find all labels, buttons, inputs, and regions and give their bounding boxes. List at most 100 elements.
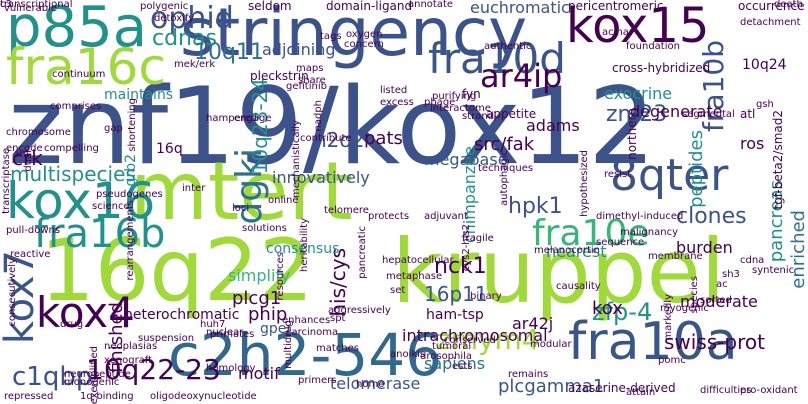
cloud-word-oxygen: oxygen [346,29,383,40]
cloud-word-euchromatic: euchromatic [470,0,570,17]
cloud-word-melanocortin: melanocortin [534,245,601,256]
cloud-word-concern: concern [344,39,384,50]
cloud-word-malignancy: malignancy [620,227,678,238]
cloud-word-exocrine: exocrine [604,84,673,103]
cloud-word-maps: maps [296,63,324,74]
cloud-word-pomc: pomc [658,355,686,366]
cloud-word-heritability: heritability [299,218,310,272]
cloud-word-multispecies: multispecies [10,162,136,186]
cloud-word-nck1: nck1 [434,254,487,279]
cloud-word-loci: loci [232,203,250,214]
cloud-word-ros: ros [740,134,765,153]
cloud-word-oligodeoxynucleotide: oligodeoxynucleotide [150,391,257,402]
cloud-word-excess: excess [380,97,414,108]
cloud-word-1q-binding: 1q-binding [80,391,134,402]
cloud-word-ophid: ophid [150,1,234,36]
cloud-word-gefitinib: gefitinib [286,81,327,92]
cloud-word-peptides: peptides [686,130,707,208]
cloud-word-ham-tsp: ham-tsp [426,307,484,323]
cloud-word-znf23: znf23 [606,102,668,127]
cloud-word-pericentromeric: pericentromeric [568,0,664,13]
cloud-word-annotate: annotate [408,0,454,10]
cloud-word-kruppel: kruppel [392,220,726,323]
cloud-word-telomerase: telomerase [330,374,421,393]
cloud-word-ests: ests [452,361,473,372]
cloud-word-phip: phip [248,304,288,325]
cloud-word-pull-downs: pull-downs [6,225,61,236]
cloud-word-c3: c3 [0,0,12,10]
cloud-word-pleckstrin: pleckstrin [250,69,309,83]
cloud-word-azaserine-derived: azaserine-derived [568,381,676,395]
cloud-word-interactome: interactome [430,103,491,114]
cloud-word-membrane: membrane [648,251,703,262]
cloud-word-inter: inter [182,183,206,194]
cloud-word-kox7: kox7 [0,250,43,345]
cloud-word-modular: modular [530,339,572,350]
cloud-word-remains: remains [508,369,549,380]
cloud-word-kox: kox [592,298,623,319]
cloud-word-moderate: moderate [680,292,758,311]
cloud-word-heterochromatic: heterochromatic [124,307,240,323]
cloud-word-phage: phage [424,97,456,108]
cloud-word-strand: strand [462,111,495,122]
cloud-word-rearrangements: rearrangements [125,200,136,281]
cloud-word-atl: atl [740,107,756,121]
cloud-word-intrachromosomal: intrachromosomal [402,326,548,345]
cloud-word-consensus: consensus [266,241,340,257]
cloud-word-occurrence: occurrence [738,0,805,13]
cloud-word-hpk1: hpk1 [508,194,563,219]
cloud-word-adjoining: adjoining [262,40,336,59]
cloud-word-gsh: gsh [756,99,774,110]
cloud-word-nuclear: nuclear [206,327,244,338]
cloud-word-znf19-kox12: znf19/kox12 [8,65,656,188]
cloud-word-fragile: fragile [462,233,494,244]
cloud-word-grb2: grb2 [123,154,139,187]
cloud-word-contribute: contribute [300,133,352,144]
cloud-word-c2h2-546: c2h2-546 [168,321,443,389]
cloud-word-sorted: sorted [700,295,732,306]
cloud-word-myogenic: myogenic [660,303,709,314]
cloud-word-share: share [298,75,326,86]
cloud-word-burden: burden [676,238,733,257]
cloud-word-online: online [268,195,299,206]
cloud-word-pro-oxidant: pro-oxidant [740,385,798,396]
cloud-word-megabase: megabase [424,150,508,169]
cloud-word-fra16b: fra16b [34,211,166,257]
cloud-word-pats: pats [364,128,403,149]
cloud-word-drug: drug [60,319,84,330]
cloud-word-telomere: telomere [324,205,369,216]
cloud-word-p85a: p85a [6,0,148,60]
cloud-word-10q23-24: 10q23-24 [248,78,272,175]
cloud-word-protects: protects [368,211,410,222]
cloud-word-attain: attain [626,387,656,398]
cloud-word-homo: homo [356,379,385,390]
cloud-word-plcgamma1: plcgamma1 [498,376,605,397]
cloud-word-16q22: 16q22 [40,221,314,321]
cloud-word-cross-hybridized: cross-hybridized [612,61,711,75]
cloud-word-death: death [774,0,803,10]
cloud-word-homology: homology [206,363,256,374]
cloud-word-domain-ligand: domain-ligand [326,0,413,13]
cloud-word-enhances: enhances [282,315,331,326]
cloud-word-degenerate: degenerate [630,102,723,121]
cloud-word-motif: motif [238,364,280,383]
cloud-word-crk: crk [12,146,43,170]
cloud-word-dual: dual [23,150,34,172]
cloud-word-hepatocellular: hepatocellular [382,255,454,266]
cloud-word-kox4: kox4 [36,288,135,337]
cloud-word-northern: northern [625,108,639,160]
cloud-word-carcinoma: carcinoma [286,327,339,338]
cloud-word-fra10d: fra10d [428,34,566,83]
cloud-word-hypothesized: hypothesized [579,150,590,217]
cloud-word-anoikis: anoikis [390,349,426,360]
cloud-word-autophagic: autophagic [499,150,510,206]
cloud-word-repressed: repressed [4,391,54,402]
cloud-word-suspension: suspension [138,333,195,344]
cloud-word-fra10a: fra10a [568,312,738,372]
cloud-word-engage: engage [234,113,272,124]
cloud-word-markedly: markedly [663,294,674,341]
cloud-word-dimethyl-induced: dimethyl-induced [596,211,684,222]
cloud-word-znf: znf [14,149,30,160]
cloud-word-adams: adams [526,116,580,135]
